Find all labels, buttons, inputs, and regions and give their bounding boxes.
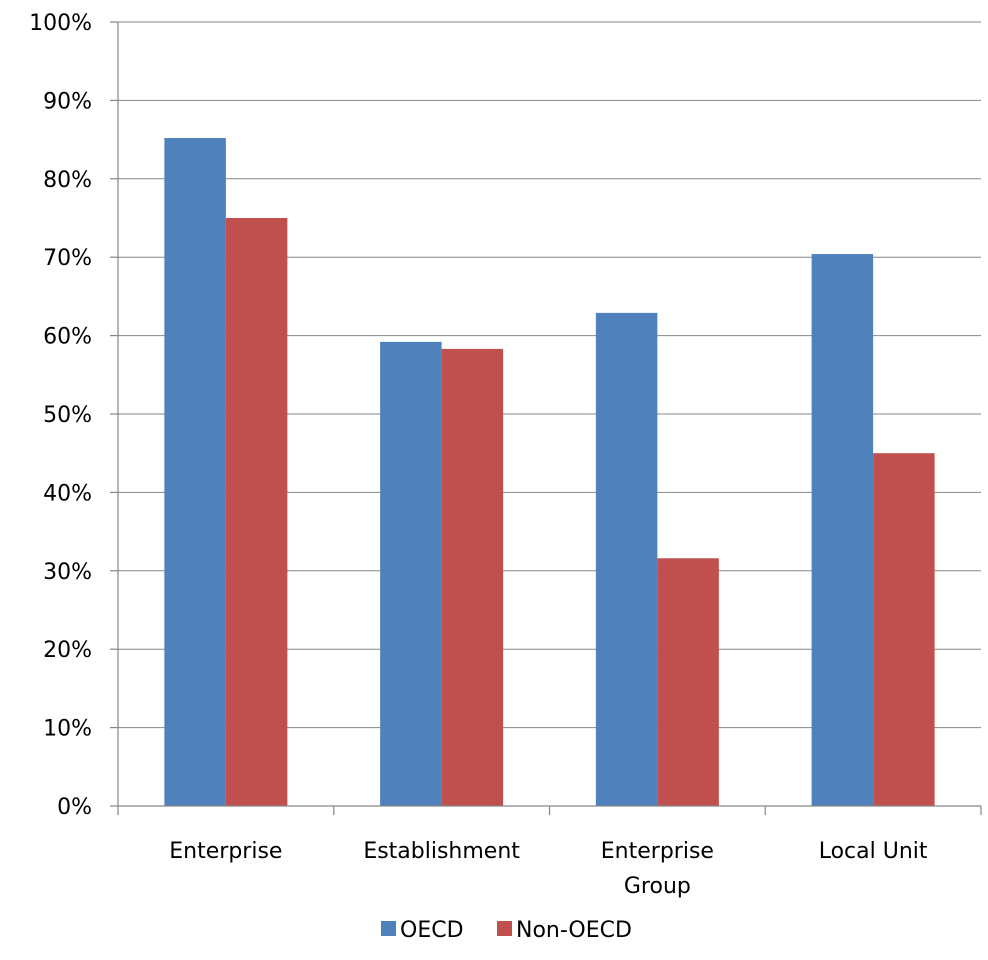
bars bbox=[164, 138, 935, 807]
bar-oecd-1 bbox=[380, 341, 442, 806]
y-tick-label: 20% bbox=[43, 638, 92, 663]
bar-non-oecd-0 bbox=[225, 218, 288, 806]
y-tick-label: 0% bbox=[57, 795, 92, 820]
bar-non-oecd-2 bbox=[657, 558, 719, 806]
x-category-label: Enterprise bbox=[169, 839, 282, 864]
y-tick-label: 100% bbox=[29, 11, 92, 36]
legend-label-non-oecd: Non-OECD bbox=[516, 918, 632, 943]
y-tick-label: 50% bbox=[43, 403, 92, 428]
y-tick-label: 70% bbox=[43, 246, 92, 271]
y-tick-labels: 0% 10% 20% 30% 40% 50% 60% 70% 80% 90% 100% bbox=[29, 11, 92, 820]
bar-non-oecd-1 bbox=[441, 348, 504, 806]
bar-non-oecd-3 bbox=[873, 453, 935, 806]
legend-swatch-oecd bbox=[381, 921, 396, 936]
x-category-label-line: Enterprise bbox=[601, 839, 714, 864]
x-category-label-line: Establishment bbox=[363, 839, 520, 864]
y-tick-label: 40% bbox=[43, 481, 92, 506]
bar-oecd-2 bbox=[595, 312, 658, 806]
legend-label-oecd: OECD bbox=[400, 918, 464, 943]
x-category-label: Enterprise Group bbox=[601, 839, 714, 899]
y-tick-label: 30% bbox=[43, 560, 92, 585]
legend: OECD Non-OECD bbox=[381, 918, 632, 943]
axes bbox=[110, 21, 982, 815]
bar-oecd-0 bbox=[164, 138, 226, 807]
x-category-label-line: Enterprise bbox=[169, 839, 282, 864]
y-tick-label: 10% bbox=[43, 717, 92, 742]
y-tick-label: 90% bbox=[43, 89, 92, 114]
bar-oecd-3 bbox=[811, 254, 874, 807]
legend-swatch-non-oecd bbox=[497, 921, 512, 936]
x-category-label: Local Unit bbox=[819, 839, 928, 864]
x-category-labels: Enterprise Establishment Enterprise Group Lo… bbox=[169, 839, 928, 899]
y-tick-label: 60% bbox=[43, 325, 92, 350]
x-category-label-line: Group bbox=[624, 874, 691, 899]
x-category-label: Establishment bbox=[363, 839, 520, 864]
y-tick-label: 80% bbox=[43, 168, 92, 193]
x-category-label-line: Local Unit bbox=[819, 839, 928, 864]
